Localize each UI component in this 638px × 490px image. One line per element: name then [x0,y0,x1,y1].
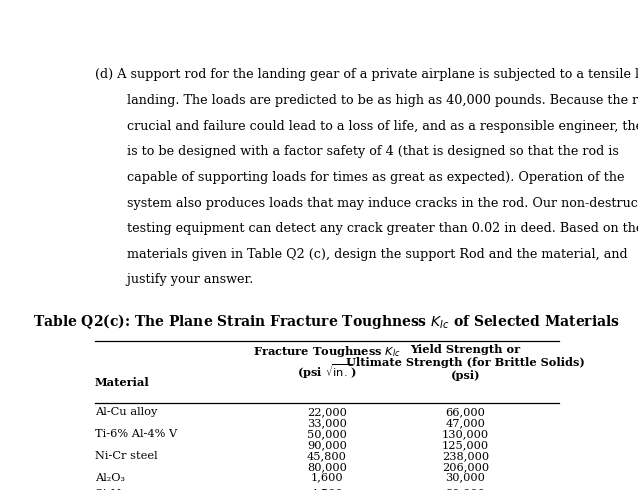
Text: 45,800
80,000: 45,800 80,000 [307,451,347,472]
Text: 22,000
33,000: 22,000 33,000 [307,407,347,429]
Text: Ni-Cr steel: Ni-Cr steel [94,451,157,461]
Text: 130,000
125,000: 130,000 125,000 [442,429,489,450]
Text: 50,000
90,000: 50,000 90,000 [307,429,347,450]
Text: Table Q2(c): The Plane Strain Fracture Toughness $K_{Ic}$ of Selected Materials: Table Q2(c): The Plane Strain Fracture T… [33,312,621,331]
Text: materials given in Table Q2 (c), design the support Rod and the material, and: materials given in Table Q2 (c), design … [94,248,627,261]
Text: Ti-6% Al-4% V: Ti-6% Al-4% V [94,429,177,439]
Text: 1,600: 1,600 [311,473,343,483]
Text: crucial and failure could lead to a loss of life, and as a responsible engineer,: crucial and failure could lead to a loss… [94,120,638,133]
Text: 4,500: 4,500 [311,489,343,490]
Text: is to be designed with a factor safety of 4 (that is designed so that the rod is: is to be designed with a factor safety o… [94,145,618,158]
Text: 66,000
47,000: 66,000 47,000 [445,407,486,429]
Text: Al₂O₃: Al₂O₃ [94,473,124,483]
Text: 238,000
206,000: 238,000 206,000 [442,451,489,472]
Text: Al-Cu alloy: Al-Cu alloy [94,407,157,417]
Text: (d) A support rod for the landing gear of a private airplane is subjected to a t: (d) A support rod for the landing gear o… [94,68,638,81]
Text: Material: Material [94,377,149,388]
Text: 30,000: 30,000 [445,473,486,483]
Text: Si₃N₄: Si₃N₄ [94,489,125,490]
Text: justify your answer.: justify your answer. [94,273,253,287]
Text: Fracture Toughness $K_{Ic}$
(psi $\sqrt{\mathrm{in.}}$): Fracture Toughness $K_{Ic}$ (psi $\sqrt{… [253,344,401,381]
Text: Yield Strength or
Ultimate Strength (for Brittle Solids)
(psi): Yield Strength or Ultimate Strength (for… [346,344,585,381]
Text: 80,000: 80,000 [445,489,486,490]
Text: capable of supporting loads for times as great as expected). Operation of the: capable of supporting loads for times as… [94,171,624,184]
Text: system also produces loads that may induce cracks in the rod. Our non-destructiv: system also produces loads that may indu… [94,196,638,210]
Text: testing equipment can detect any crack greater than 0.02 in deed. Based on the: testing equipment can detect any crack g… [94,222,638,235]
Text: landing. The loads are predicted to be as high as 40,000 pounds. Because the rod: landing. The loads are predicted to be a… [94,94,638,107]
